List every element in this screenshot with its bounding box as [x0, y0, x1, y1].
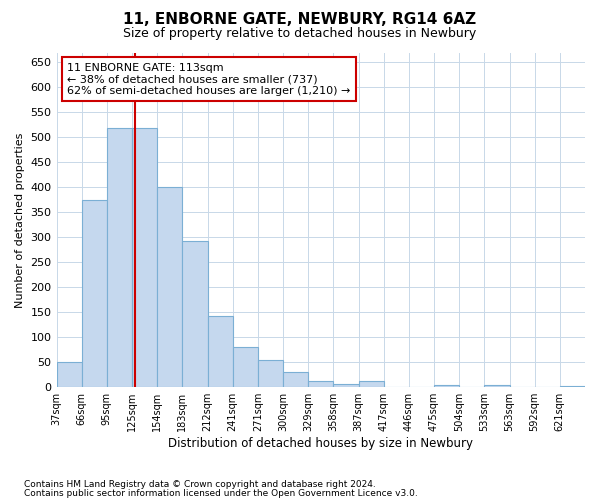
Bar — [182, 242, 208, 387]
Bar — [132, 128, 157, 387]
Bar — [359, 381, 383, 387]
Text: 11, ENBORNE GATE, NEWBURY, RG14 6AZ: 11, ENBORNE GATE, NEWBURY, RG14 6AZ — [124, 12, 476, 28]
Y-axis label: Number of detached properties: Number of detached properties — [15, 132, 25, 308]
Text: Size of property relative to detached houses in Newbury: Size of property relative to detached ho… — [124, 28, 476, 40]
Text: 11 ENBORNE GATE: 113sqm
← 38% of detached houses are smaller (737)
62% of semi-d: 11 ENBORNE GATE: 113sqm ← 38% of detache… — [67, 62, 350, 96]
Bar — [208, 316, 233, 387]
X-axis label: Distribution of detached houses by size in Newbury: Distribution of detached houses by size … — [168, 437, 473, 450]
Bar — [334, 384, 359, 387]
Bar — [157, 188, 182, 387]
Bar — [258, 360, 283, 387]
Text: Contains public sector information licensed under the Open Government Licence v3: Contains public sector information licen… — [24, 488, 418, 498]
Bar — [484, 384, 509, 387]
Text: Contains HM Land Registry data © Crown copyright and database right 2024.: Contains HM Land Registry data © Crown c… — [24, 480, 376, 489]
Bar — [283, 372, 308, 387]
Bar — [434, 384, 459, 387]
Bar — [56, 362, 82, 387]
Bar — [107, 128, 132, 387]
Bar — [308, 381, 334, 387]
Bar — [560, 386, 585, 387]
Bar — [82, 200, 107, 387]
Bar — [233, 347, 258, 387]
